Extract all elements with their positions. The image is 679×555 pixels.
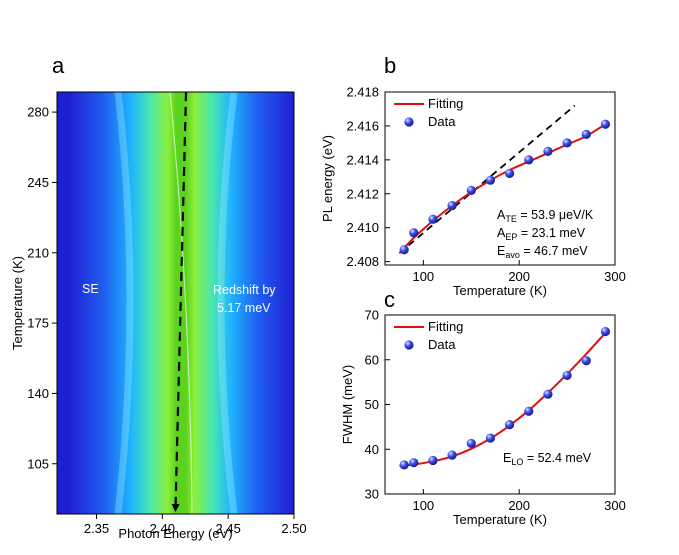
data-point bbox=[428, 214, 438, 224]
fit-parameter: ATE = 53.9 μeV/K bbox=[497, 208, 594, 224]
fit-parameter: AEP = 23.1 meV bbox=[497, 226, 586, 242]
data-point bbox=[447, 450, 457, 460]
panel-label-c: c bbox=[384, 287, 395, 312]
data-point bbox=[600, 119, 611, 129]
data-point bbox=[504, 168, 515, 179]
y-tick-label: 40 bbox=[365, 442, 379, 457]
x-tick-label: 2.45 bbox=[216, 521, 241, 536]
plot-frame bbox=[384, 314, 616, 495]
legend-fitting-label: Fitting bbox=[428, 96, 463, 111]
x-tick-label: 300 bbox=[604, 269, 626, 284]
x-tick-label: 300 bbox=[604, 498, 626, 513]
data-point bbox=[600, 326, 611, 337]
plot-frame bbox=[384, 91, 616, 266]
data-point bbox=[485, 433, 496, 443]
data-point bbox=[562, 138, 572, 148]
x-tick-label: 200 bbox=[508, 269, 530, 284]
x-axis-label: Temperature (K) bbox=[453, 512, 547, 527]
data-point bbox=[581, 129, 591, 140]
data-point bbox=[409, 228, 419, 238]
legend-data-swatch bbox=[404, 117, 414, 127]
data-point bbox=[562, 370, 572, 381]
data-point bbox=[543, 389, 553, 399]
pl-energy-panel: 100 200 300 2.408 2.410 2.412 2.414 2.416 2.418 T… bbox=[320, 85, 626, 299]
y-tick-label: 280 bbox=[27, 105, 49, 120]
y-tick-label: 2.408 bbox=[346, 254, 379, 269]
fit-parameter: Eavo = 46.7 meV bbox=[497, 244, 588, 260]
y-tick-label: 245 bbox=[27, 175, 49, 190]
data-point bbox=[399, 245, 409, 255]
x-tick-label: 2.35 bbox=[84, 521, 109, 536]
data-point bbox=[428, 455, 438, 466]
fwhm-panel: 100 200 300 30 40 50 60 70 Temperature (K) FWHM (… bbox=[340, 308, 626, 528]
data-point bbox=[524, 406, 534, 416]
y-tick-label: 140 bbox=[27, 386, 49, 401]
x-tick-label: 200 bbox=[508, 498, 530, 513]
legend-fitting-label: Fitting bbox=[428, 319, 463, 334]
peak-shift-arrow bbox=[171, 92, 188, 512]
x-axis-label: Temperature (K) bbox=[453, 283, 547, 298]
panel-label-b: b bbox=[384, 53, 396, 78]
y-axis-label: PL energy (eV) bbox=[320, 135, 335, 222]
y-tick-label: 2.414 bbox=[346, 152, 379, 167]
y-tick-label: 105 bbox=[27, 456, 49, 471]
side-lobe-left bbox=[114, 92, 134, 514]
x-tick-label: 100 bbox=[412, 269, 434, 284]
y-tick-label: 2.410 bbox=[346, 220, 379, 235]
legend-data-label: Data bbox=[428, 337, 456, 352]
annotation-redshift: Redshift by bbox=[213, 283, 276, 297]
x-axis-label: Photon Energy (eV) bbox=[118, 526, 232, 541]
annotation-redshift-value: 5.17 meV bbox=[217, 301, 271, 315]
y-tick-label: 60 bbox=[365, 352, 379, 367]
heatmap-panel: 2.35 2.40 2.45 2.50 105 140 175 210 245 280 Photon… bbox=[10, 91, 307, 541]
data-point bbox=[524, 155, 534, 165]
data-point bbox=[543, 146, 553, 156]
data-point bbox=[409, 458, 419, 468]
y-tick-label: 50 bbox=[365, 397, 379, 412]
x-tick-label: 100 bbox=[412, 498, 434, 513]
data-point bbox=[466, 438, 476, 449]
y-tick-label: 2.418 bbox=[346, 85, 379, 100]
y-axis-label: Temperature (K) bbox=[10, 256, 25, 350]
data-point bbox=[485, 175, 496, 185]
fit-parameter: ELO = 52.4 meV bbox=[503, 451, 592, 467]
data-point bbox=[447, 201, 457, 211]
y-tick-label: 2.416 bbox=[346, 118, 379, 133]
panel-label-a: a bbox=[52, 53, 65, 78]
y-tick-label: 210 bbox=[27, 245, 49, 260]
y-tick-label: 30 bbox=[365, 487, 379, 502]
data-point bbox=[504, 420, 515, 430]
heatmap-image bbox=[57, 92, 294, 514]
side-lobe-right bbox=[217, 92, 238, 514]
data-point bbox=[399, 460, 409, 470]
y-tick-label: 175 bbox=[27, 316, 49, 331]
legend-data-label: Data bbox=[428, 114, 456, 129]
plot-frame bbox=[56, 91, 295, 515]
x-tick-label: 2.40 bbox=[150, 521, 175, 536]
y-tick-label: 2.412 bbox=[346, 186, 379, 201]
peak-ridge-line bbox=[169, 92, 193, 514]
y-tick-label: 70 bbox=[365, 308, 379, 323]
data-point bbox=[466, 185, 476, 195]
y-axis-label: FWHM (meV) bbox=[340, 365, 355, 444]
data-point bbox=[581, 356, 591, 366]
fitting-curve bbox=[399, 332, 607, 467]
legend-data-swatch bbox=[404, 340, 414, 350]
x-tick-label: 2.50 bbox=[281, 521, 306, 536]
annotation-se: SE bbox=[82, 282, 99, 296]
